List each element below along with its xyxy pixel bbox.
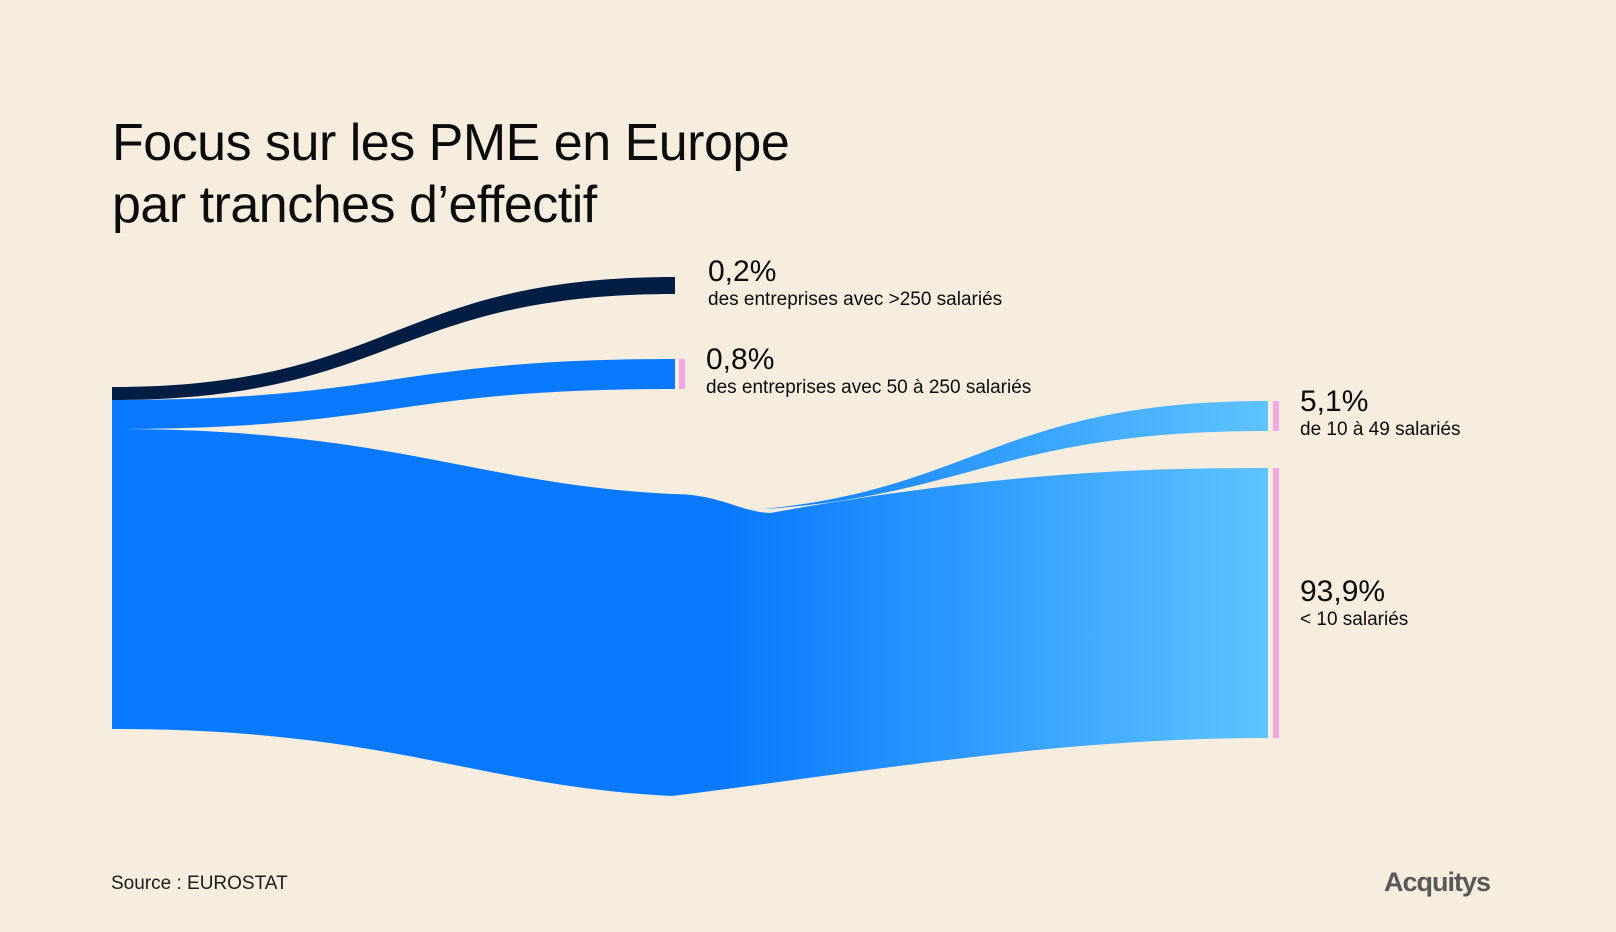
label-small-desc: de 10 à 49 salariés	[1300, 419, 1461, 440]
chart-title-line-2: par tranches d’effectif	[112, 176, 597, 234]
flow-medium	[112, 359, 675, 429]
flow-micro	[672, 468, 1268, 796]
flow-small	[672, 401, 1268, 513]
acquitys-logo: Acquitys	[1384, 867, 1491, 897]
chart-title-line-1: Focus sur les PME en Europe	[112, 114, 790, 172]
label-small-value: 5,1%	[1300, 385, 1369, 418]
marker-micro	[1273, 468, 1279, 738]
source-note: Source : EUROSTAT	[111, 873, 288, 894]
label-medium-value: 0,8%	[706, 343, 775, 376]
flow-large	[112, 277, 675, 400]
marker-medium	[679, 359, 685, 389]
label-medium-desc: des entreprises avec 50 à 250 salariés	[706, 377, 1032, 398]
label-small: 5,1% de 10 à 49 salariés	[1300, 386, 1461, 442]
label-large: 0,2% des entreprises avec >250 salariés	[708, 256, 1002, 312]
marker-small	[1273, 401, 1279, 431]
label-large-value: 0,2%	[708, 255, 777, 288]
flow-total-to-under50	[112, 429, 672, 796]
label-micro-desc: < 10 salariés	[1300, 609, 1409, 630]
label-micro: 93,9% < 10 salariés	[1300, 576, 1408, 632]
label-large-desc: des entreprises avec >250 salariés	[708, 289, 1003, 310]
label-micro-value: 93,9%	[1300, 575, 1386, 608]
label-medium: 0,8% des entreprises avec 50 à 250 salar…	[706, 344, 1031, 400]
chart-title: Focus sur les PME en Europe par tranches…	[112, 112, 790, 236]
